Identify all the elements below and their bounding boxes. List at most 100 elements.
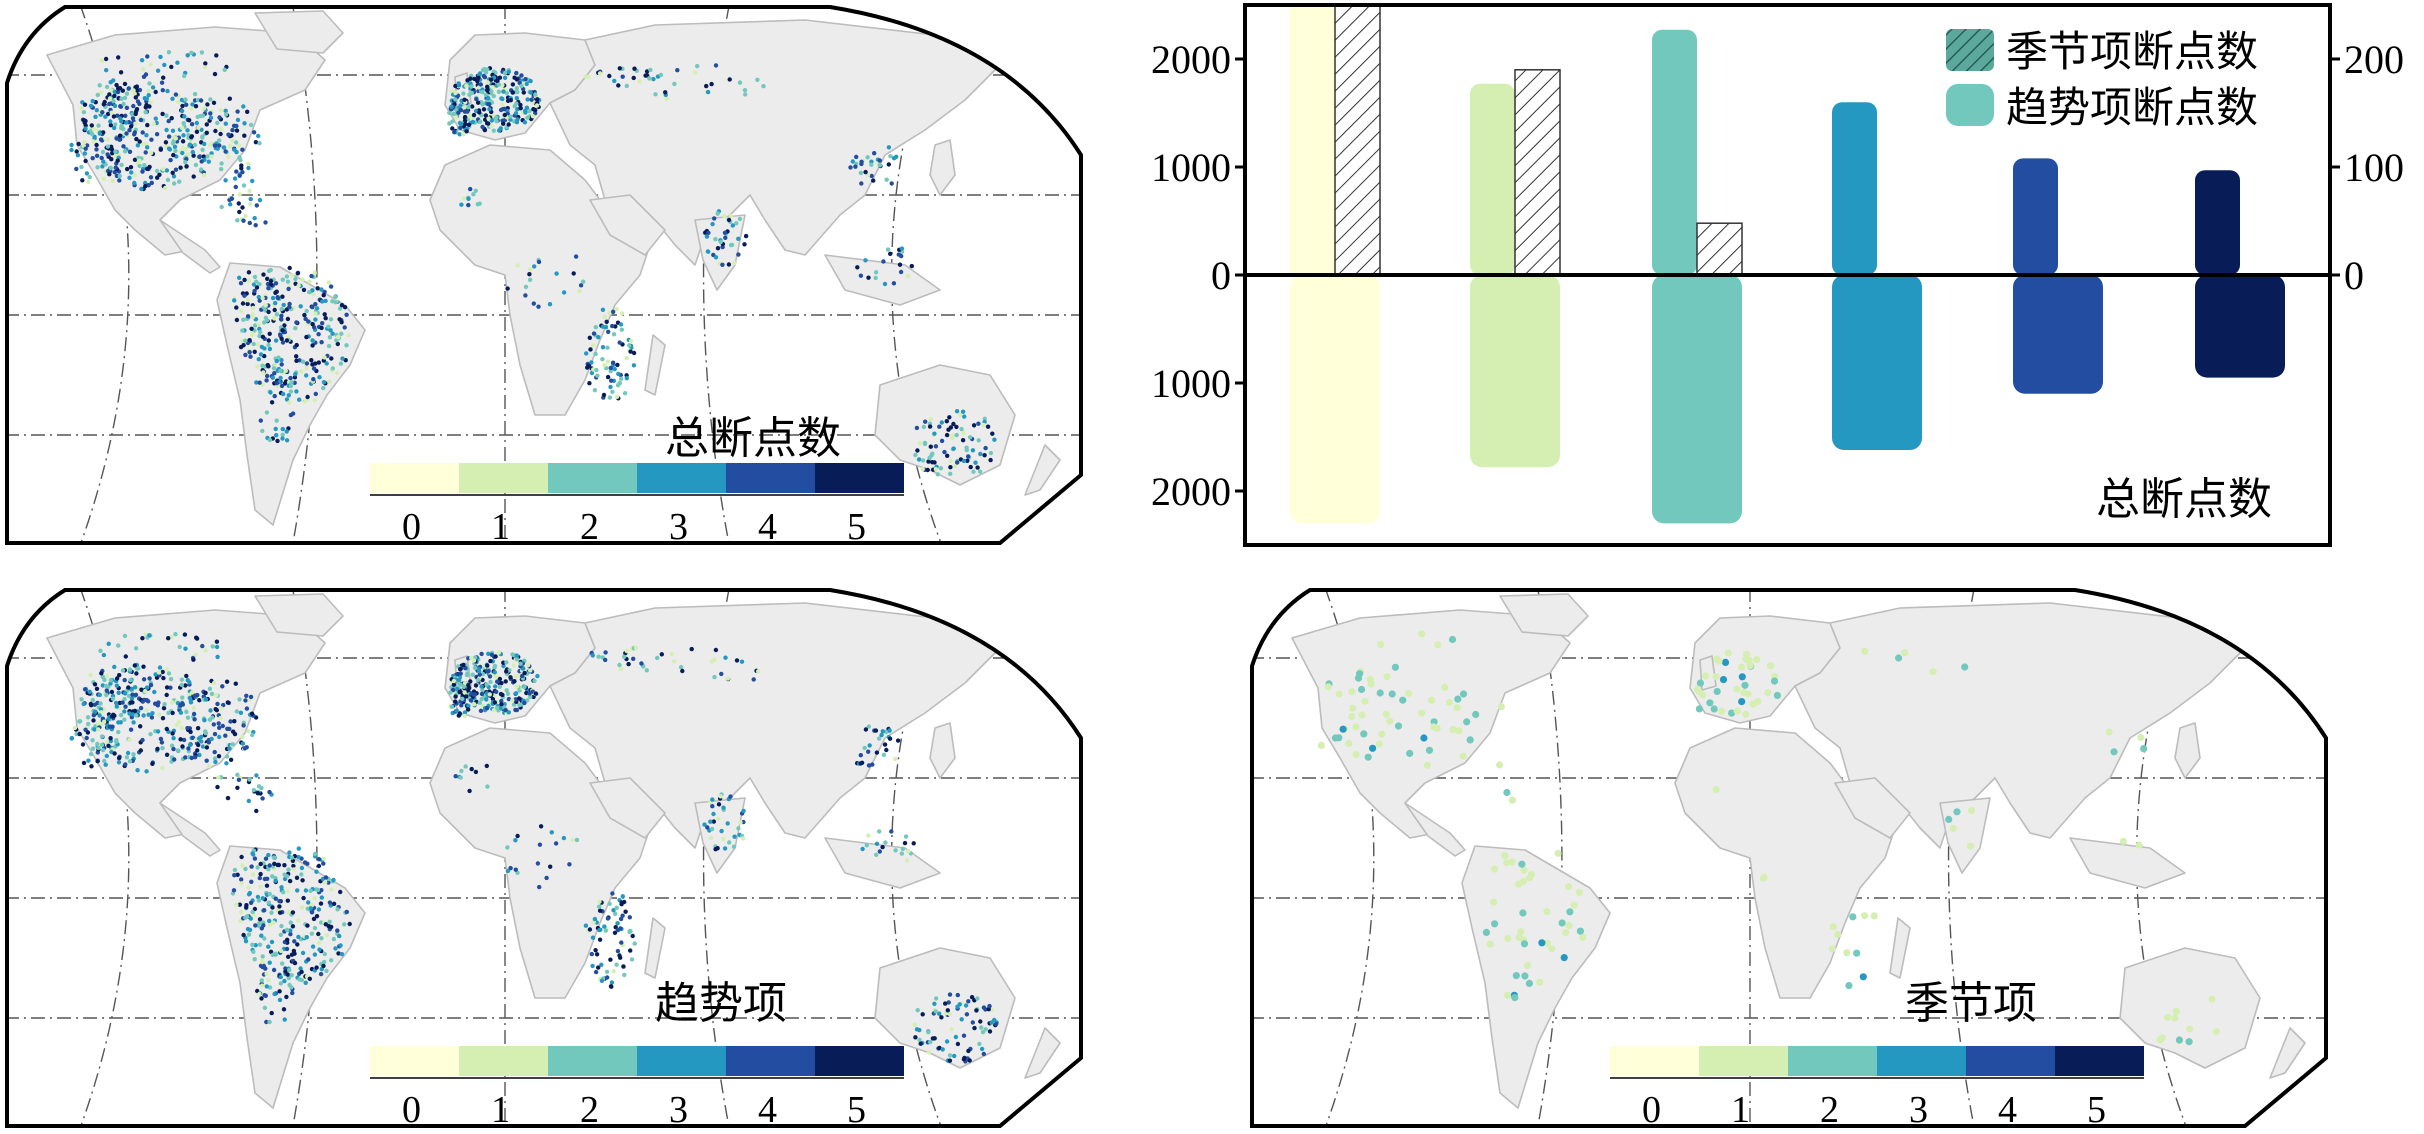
station-dot xyxy=(314,965,319,970)
station-dot xyxy=(865,172,871,178)
station-dot xyxy=(131,88,136,93)
station-dot xyxy=(112,93,117,99)
chart-legend: 季节项断点数 趋势项断点数 xyxy=(1946,27,2258,132)
legend-tick-label: 0 xyxy=(1642,1089,1661,1131)
station-dot xyxy=(449,104,454,109)
station-dot xyxy=(241,218,246,223)
station-dot xyxy=(2186,1025,2194,1033)
station-dot xyxy=(160,167,166,172)
station-dot xyxy=(495,705,500,711)
station-dot xyxy=(453,774,458,779)
station-dot xyxy=(135,143,141,148)
station-dot xyxy=(473,188,478,193)
station-dot xyxy=(648,67,653,73)
station-dot xyxy=(321,380,327,385)
station-dot xyxy=(249,711,255,716)
station-dot xyxy=(286,954,291,959)
station-dot xyxy=(335,335,341,340)
station-dot xyxy=(231,888,237,893)
station-dot xyxy=(267,346,273,352)
station-dot xyxy=(940,1047,945,1052)
station-dot xyxy=(146,183,151,188)
station-dot xyxy=(247,338,252,343)
station-dot xyxy=(157,665,163,670)
station-dot xyxy=(1386,717,1394,725)
station-dot xyxy=(471,692,476,697)
station-dot xyxy=(322,312,327,317)
station-dot xyxy=(238,918,243,924)
station-dot xyxy=(314,869,319,874)
station-dot xyxy=(116,690,121,695)
station-dot xyxy=(500,82,505,88)
left-tick-label: 1000 xyxy=(1151,361,1231,406)
station-dot xyxy=(494,119,499,124)
station-dot xyxy=(462,681,468,686)
station-dot xyxy=(106,743,111,748)
station-dot xyxy=(611,969,616,974)
station-dot xyxy=(264,378,269,383)
station-dot xyxy=(177,644,182,650)
station-dot xyxy=(176,719,182,725)
station-dot xyxy=(538,824,544,829)
station-dot xyxy=(187,695,192,701)
legend-swatch-5 xyxy=(815,1046,904,1076)
station-dot xyxy=(457,132,462,137)
station-dot xyxy=(877,849,882,854)
left-tick-label: 2000 xyxy=(1151,37,1231,82)
station-dot xyxy=(118,104,124,109)
station-dot xyxy=(112,664,117,670)
station-dot xyxy=(74,166,79,172)
station-dot xyxy=(1895,654,1903,662)
station-dot xyxy=(142,163,147,168)
station-dot xyxy=(467,685,472,691)
station-dot xyxy=(866,724,871,729)
station-dot xyxy=(250,331,255,336)
station-dot xyxy=(603,650,608,655)
station-dot xyxy=(240,170,245,175)
station-dot xyxy=(94,142,99,148)
station-dot xyxy=(530,114,536,119)
station-dot xyxy=(312,851,318,857)
station-dot xyxy=(151,121,156,127)
station-dot xyxy=(294,875,300,880)
station-dot xyxy=(463,121,468,127)
station-dot xyxy=(454,115,459,120)
station-dot xyxy=(287,304,292,310)
station-dot xyxy=(1773,691,1781,699)
station-dot xyxy=(143,688,148,694)
station-dot xyxy=(289,855,295,860)
station-dot xyxy=(607,901,612,906)
station-dot xyxy=(148,99,153,105)
station-dot xyxy=(250,732,255,738)
station-dot xyxy=(1945,815,1953,823)
station-dot xyxy=(279,885,284,890)
station-dot xyxy=(592,388,598,393)
station-dot xyxy=(460,696,465,701)
station-dot xyxy=(953,1034,959,1040)
station-dot xyxy=(254,808,259,814)
station-dot xyxy=(266,364,271,369)
station-dot xyxy=(280,294,285,299)
land-japan xyxy=(2174,722,2201,779)
station-dot xyxy=(265,373,270,379)
station-dot xyxy=(678,665,684,670)
station-dot xyxy=(197,698,202,703)
station-dot xyxy=(704,234,710,239)
station-dot xyxy=(123,654,128,659)
station-dot xyxy=(600,307,606,312)
station-dot xyxy=(859,181,864,186)
station-dot xyxy=(607,73,612,79)
map-title: 趋势项 xyxy=(655,978,787,1029)
station-dot xyxy=(270,905,275,910)
station-dot xyxy=(876,736,882,741)
station-dot xyxy=(128,727,134,732)
station-dot xyxy=(130,692,135,697)
station-dot xyxy=(309,358,314,363)
station-dot xyxy=(496,82,501,87)
map-title: 季节项 xyxy=(1905,978,2037,1029)
station-dot xyxy=(914,425,920,431)
station-dot xyxy=(497,75,503,80)
station-dot xyxy=(266,268,272,274)
station-dot xyxy=(893,756,898,762)
